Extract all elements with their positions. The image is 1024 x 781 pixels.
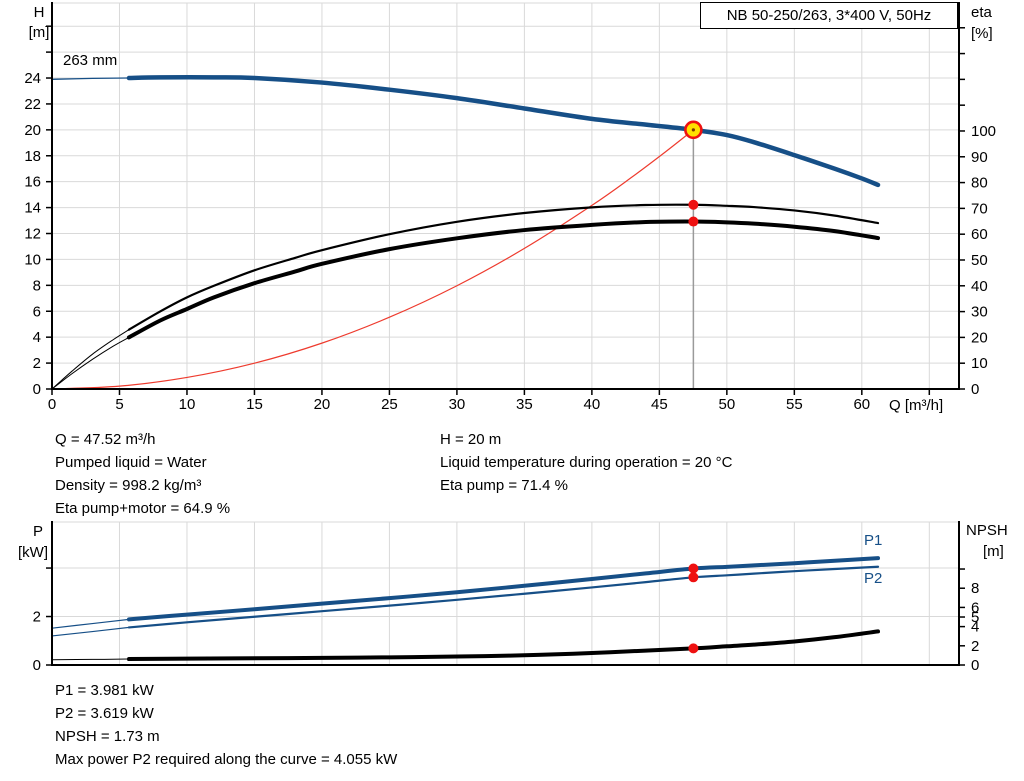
y-right-tick-label: 80 (971, 175, 988, 192)
x-tick-label: 15 (246, 396, 263, 413)
y-right-tick-label: 2 (971, 638, 979, 655)
y-left-tick-label: 18 (24, 148, 41, 165)
x-tick-label: 10 (179, 396, 196, 413)
curve-value-marker (688, 643, 699, 654)
y-left-tick-label: 4 (33, 329, 41, 346)
eta-pump-motor-curve-thin-segment (51, 336, 130, 390)
curve-value-marker (688, 199, 699, 210)
x-tick-label: 30 (449, 396, 466, 413)
qh-curve (126, 75, 881, 188)
y-right-tick-label: 6 (971, 599, 979, 616)
curve-value-marker (688, 572, 699, 583)
y-left-tick-label: 0 (33, 381, 41, 398)
info-eta-pump: Eta pump = 71.4 % (440, 477, 568, 494)
x-tick-label: 35 (516, 396, 533, 413)
y-left-tick-label: 0 (33, 657, 41, 674)
system-curve (51, 129, 694, 390)
p-axis-unit: [kW] (18, 544, 48, 561)
p-axis-title: P (32, 523, 43, 540)
y-left-tick-label: 22 (24, 96, 41, 113)
p2-curve-thin-segment (51, 626, 130, 637)
p1-curve (126, 556, 881, 622)
result-npsh: NPSH = 1.73 m (55, 728, 160, 745)
p2-curve (127, 565, 880, 629)
info-pumped-liquid: Pumped liquid = Water (55, 454, 207, 471)
p1-curve-label: P1 (864, 532, 883, 549)
info-liquid-temperature: Liquid temperature during operation = 20… (440, 454, 733, 471)
info-q-value: Q = 47.52 m³/h (55, 431, 156, 448)
y-left-tick-label: 8 (33, 277, 41, 294)
pump-model-title: NB 50-250/263, 3*400 V, 50Hz (700, 2, 958, 29)
x-tick-label: 45 (651, 396, 668, 413)
p1-curve-thin-segment (51, 618, 130, 629)
result-max-power: Max power P2 required along the curve = … (55, 751, 398, 768)
npsh-axis-title: NPSH (966, 522, 1008, 539)
y-left-tick-label: 2 (33, 609, 41, 626)
info-density: Density = 998.2 kg/m³ (55, 477, 202, 494)
y-right-tick-label: 70 (971, 200, 988, 217)
y-left-tick-label: 2 (33, 355, 41, 372)
result-p2: P2 = 3.619 kW (55, 705, 154, 722)
y-right-tick-label: 50 (971, 252, 988, 269)
y-right-tick-label: 60 (971, 226, 988, 243)
y-left-tick-label: 10 (24, 251, 41, 268)
y-right-tick-label: 0 (971, 381, 979, 398)
h-axis-title: H (33, 4, 45, 21)
eta-pump-motor-curve (126, 219, 881, 340)
y-left-tick-label: 12 (24, 226, 41, 243)
qh-curve-thin-segment (51, 77, 130, 80)
y-right-tick-label: 30 (971, 304, 988, 321)
y-left-tick-label: 20 (24, 122, 41, 139)
y-left-tick-label: 6 (33, 303, 41, 320)
info-eta-pump-motor: Eta pump+motor = 64.9 % (55, 500, 231, 517)
x-tick-label: 60 (853, 396, 870, 413)
y-right-tick-label: 10 (971, 355, 988, 372)
eta-pump-curve-thin-segment (51, 329, 130, 390)
info-h-value: H = 20 m (440, 431, 502, 448)
y-left-tick-label: 24 (24, 70, 41, 87)
h-axis-unit: [m] (28, 24, 50, 41)
impeller-size-label: 263 mm (63, 52, 118, 69)
y-right-tick-label: 5 (971, 609, 979, 626)
curve-value-marker (688, 216, 699, 227)
result-p1: P1 = 3.981 kW (55, 682, 154, 699)
x-tick-label: 20 (314, 396, 331, 413)
eta-axis-title: eta (971, 4, 992, 21)
npsh-curve (126, 629, 881, 662)
y-right-tick-label: 4 (971, 619, 979, 636)
npsh-axis-unit: [m] (983, 543, 1004, 560)
x-tick-label: 40 (584, 396, 601, 413)
x-tick-label: 50 (719, 396, 736, 413)
x-tick-label: 25 (381, 396, 398, 413)
eta-pump-curve (127, 203, 880, 331)
q-axis-title: Q [m³/h] (889, 397, 944, 414)
curve-value-marker (688, 563, 699, 574)
y-right-tick-label: 100 (971, 123, 996, 140)
eta-axis-unit: [%] (971, 25, 993, 42)
y-right-tick-label: 40 (971, 278, 988, 295)
y-left-tick-label: 16 (24, 174, 41, 191)
x-tick-label: 55 (786, 396, 803, 413)
x-tick-label: 0 (48, 396, 56, 413)
y-right-tick-label: 0 (971, 657, 979, 674)
p2-curve-label: P2 (864, 570, 883, 587)
npsh-curve-thin-segment (51, 658, 130, 661)
duty-point-center-dot (691, 128, 695, 132)
y-right-tick-label: 90 (971, 149, 988, 166)
y-right-tick-label: 8 (971, 580, 979, 597)
x-tick-label: 5 (115, 396, 123, 413)
y-right-tick-label: 20 (971, 329, 988, 346)
y-left-tick-label: 14 (24, 200, 41, 217)
